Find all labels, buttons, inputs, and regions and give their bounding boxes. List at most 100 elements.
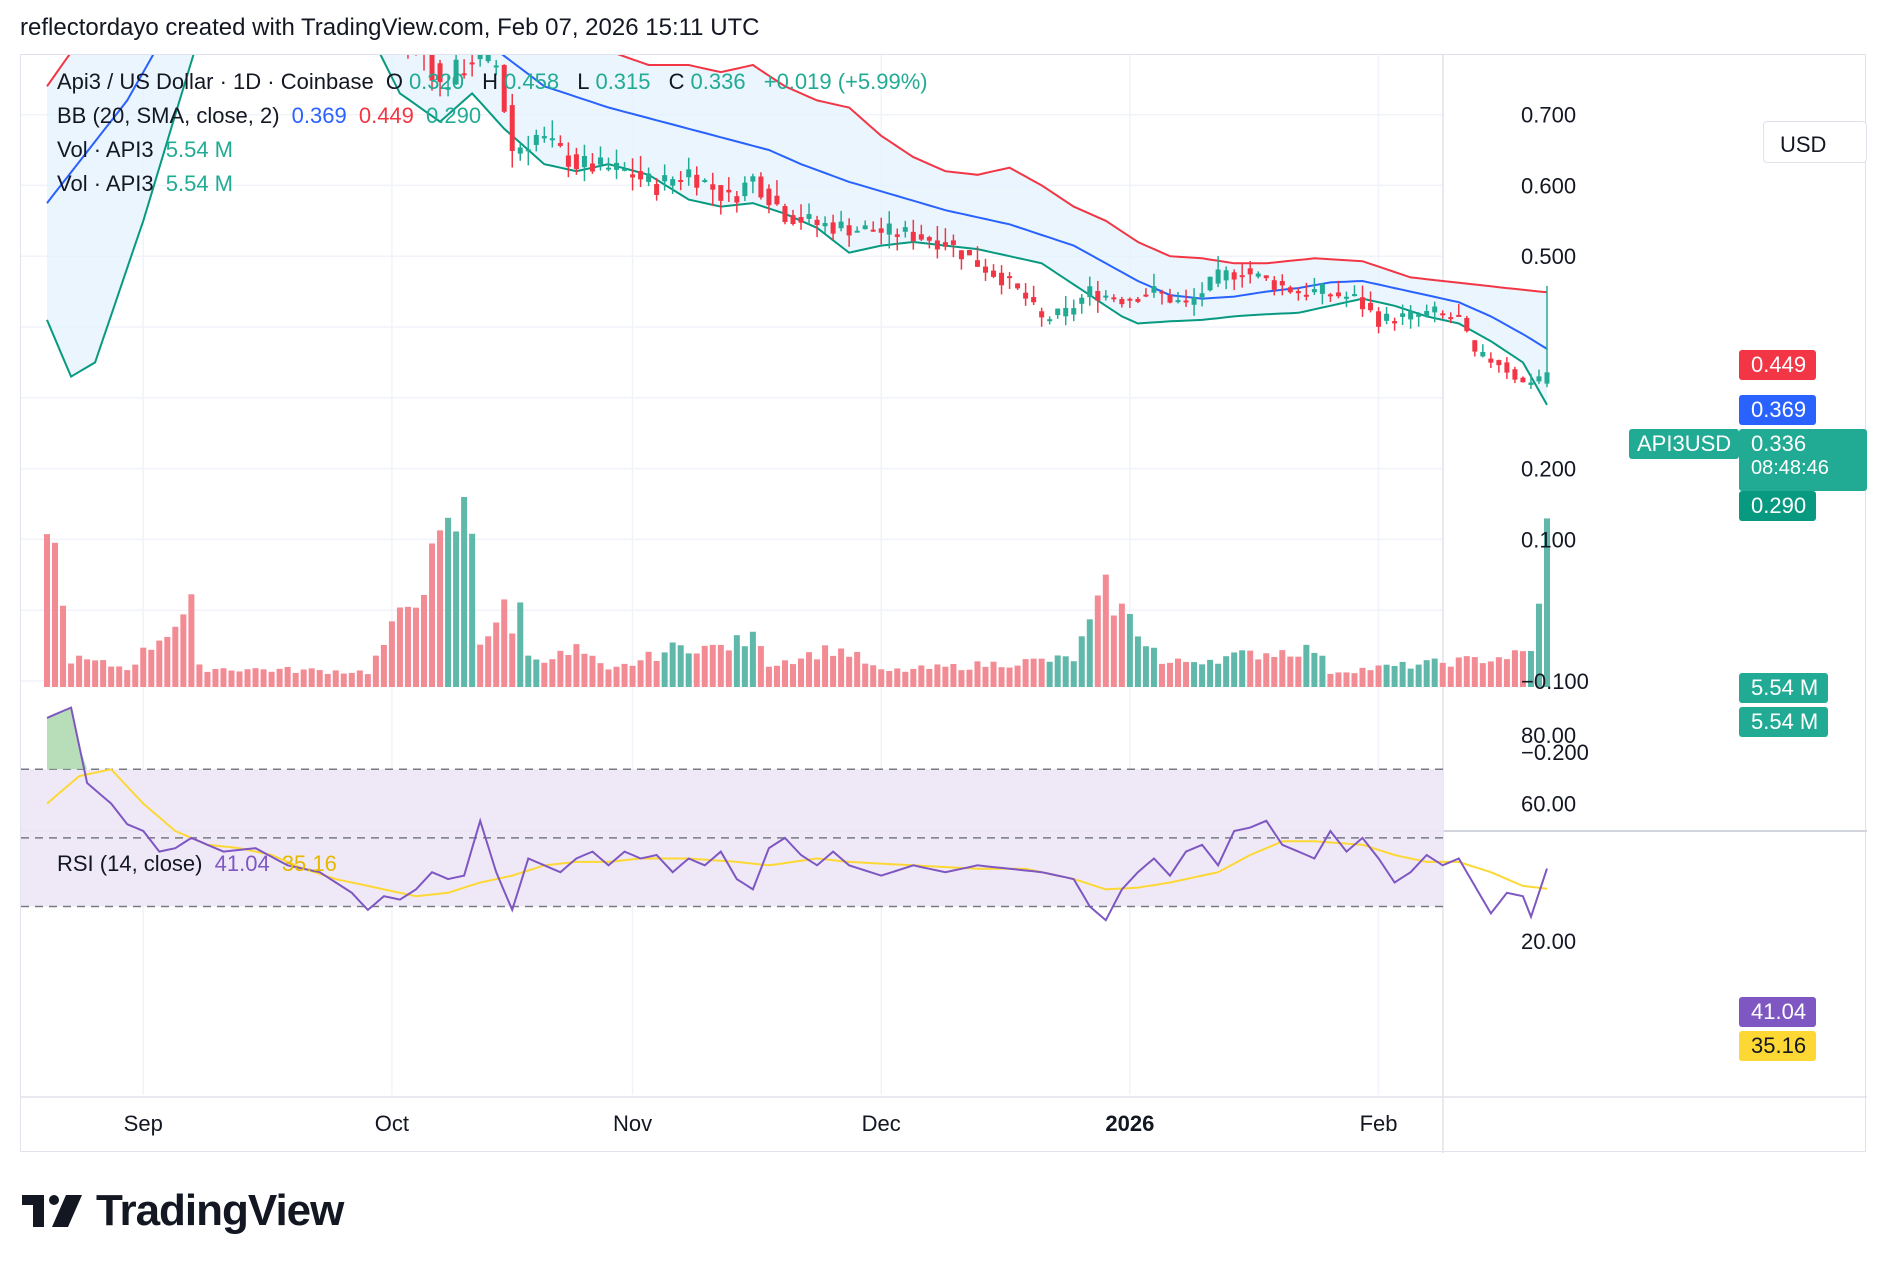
candle-body bbox=[557, 143, 563, 146]
volume-bar bbox=[1383, 664, 1390, 687]
change-value: +0.019 (+5.99%) bbox=[763, 69, 928, 94]
bb-basis-value: 0.369 bbox=[291, 103, 347, 128]
candle-body bbox=[654, 184, 660, 195]
volume-bar bbox=[934, 664, 941, 687]
rsi-value: 41.04 bbox=[214, 851, 270, 876]
open-label: O bbox=[385, 69, 403, 94]
volume-bar bbox=[140, 647, 147, 687]
volume-bar bbox=[1118, 603, 1125, 687]
candle-body bbox=[1271, 280, 1277, 290]
candle-body bbox=[1231, 272, 1237, 280]
rsi-tag: 41.04 bbox=[1739, 997, 1817, 1027]
price-axis-tick: −0.200 bbox=[1521, 740, 1589, 765]
rsi-legend: RSI (14, close) 41.04 35.16 bbox=[57, 851, 343, 877]
currency-button[interactable]: USD bbox=[1763, 121, 1867, 163]
candle-body bbox=[862, 225, 868, 230]
volume-bar bbox=[212, 668, 219, 687]
volume-bar bbox=[1054, 655, 1061, 687]
volume-bar bbox=[966, 669, 973, 687]
rsi-overbought-fill bbox=[47, 707, 88, 770]
candle-body bbox=[1440, 313, 1446, 316]
tradingview-logo-icon bbox=[22, 1195, 82, 1227]
volume-bar bbox=[798, 658, 805, 687]
volume-bar bbox=[1166, 662, 1173, 687]
volume-bar bbox=[1487, 661, 1494, 687]
candle-body bbox=[782, 206, 788, 223]
volume-bar bbox=[789, 664, 796, 687]
chart-canvas[interactable]: 0.800 0.700 0.600 0.500 0.200 0.100 −0.100 −0.2… bbox=[21, 55, 1867, 1153]
volume-bar bbox=[709, 644, 716, 687]
volume-bar bbox=[396, 607, 403, 687]
volume-bar bbox=[421, 594, 428, 687]
candle-body bbox=[1303, 294, 1309, 297]
chart-frame[interactable]: 0.800 0.700 0.600 0.500 0.200 0.100 −0.100 −0.2… bbox=[20, 54, 1867, 1153]
volume-bar bbox=[236, 671, 243, 687]
low-label: L bbox=[577, 69, 590, 94]
close-value: 0.336 bbox=[690, 69, 746, 94]
volume-bar bbox=[781, 660, 788, 687]
candle-body bbox=[662, 175, 668, 182]
volume-bar bbox=[164, 636, 171, 687]
volume-bar bbox=[621, 663, 628, 687]
high-value: 0.458 bbox=[504, 69, 560, 94]
volume-bar bbox=[1471, 657, 1478, 687]
volume-bar bbox=[1263, 653, 1270, 687]
candle-body bbox=[517, 147, 523, 154]
volume-bar bbox=[757, 646, 764, 687]
volume-bar bbox=[1191, 662, 1198, 687]
candle-body bbox=[493, 65, 499, 68]
volume-bar bbox=[613, 666, 620, 687]
candle-body bbox=[702, 180, 708, 183]
candle-body bbox=[453, 59, 459, 85]
vol2-value: 5.54 M bbox=[165, 171, 234, 196]
volume-bar bbox=[1102, 574, 1109, 687]
candle-body bbox=[1351, 294, 1357, 297]
candle-body bbox=[918, 234, 924, 240]
candle-body bbox=[1520, 377, 1526, 383]
volume-bar bbox=[1014, 665, 1021, 687]
volume-bar bbox=[597, 663, 604, 687]
candle-body bbox=[1055, 308, 1061, 316]
candle-body bbox=[549, 138, 555, 141]
candle-body bbox=[638, 171, 644, 180]
rsi-axis-tick: 20.00 bbox=[1521, 929, 1576, 954]
volume-bar bbox=[1367, 670, 1374, 687]
price-axis-tick: 0.100 bbox=[1521, 527, 1576, 552]
volume-bar bbox=[990, 661, 997, 687]
candle-body bbox=[1504, 362, 1510, 373]
candle-body bbox=[958, 250, 964, 260]
volume-bar bbox=[1070, 661, 1077, 687]
volume-bar bbox=[404, 606, 411, 687]
volume-bar bbox=[1391, 665, 1398, 687]
volume-bar bbox=[1527, 651, 1534, 687]
volume-bar bbox=[1231, 652, 1238, 687]
volume-bar bbox=[749, 631, 756, 687]
candle-body bbox=[469, 62, 475, 65]
volume-tag-2: 5.54 M bbox=[1739, 707, 1829, 737]
volume-bar bbox=[437, 530, 444, 687]
candle-body bbox=[1360, 297, 1366, 310]
candle-body bbox=[1456, 314, 1462, 317]
candle-body bbox=[1319, 284, 1325, 294]
volume-bar bbox=[685, 653, 692, 687]
candle-body bbox=[1488, 358, 1494, 363]
volume-bar bbox=[1431, 658, 1438, 687]
volume-bar bbox=[1544, 518, 1550, 687]
volume-bar bbox=[308, 668, 315, 687]
volume-bar bbox=[733, 635, 740, 687]
bb-legend: BB (20, SMA, close, 2) 0.369 0.449 0.290 bbox=[57, 103, 487, 129]
price-axis-tick: 0.200 bbox=[1521, 457, 1576, 482]
candle-body bbox=[1472, 340, 1478, 352]
candle-body bbox=[1175, 300, 1181, 303]
volume-bar bbox=[878, 669, 885, 687]
volume-bar bbox=[172, 626, 179, 687]
candle-body bbox=[573, 154, 579, 170]
volume-bar bbox=[1110, 615, 1117, 687]
tradingview-logo[interactable]: TradingView bbox=[22, 1186, 344, 1236]
candle-body bbox=[806, 214, 812, 219]
volume-bar bbox=[372, 655, 379, 687]
volume-bar bbox=[76, 655, 83, 687]
volume-bar bbox=[565, 654, 572, 687]
volume-bar bbox=[1207, 659, 1214, 687]
price-axis-tick: 0.600 bbox=[1521, 173, 1576, 198]
